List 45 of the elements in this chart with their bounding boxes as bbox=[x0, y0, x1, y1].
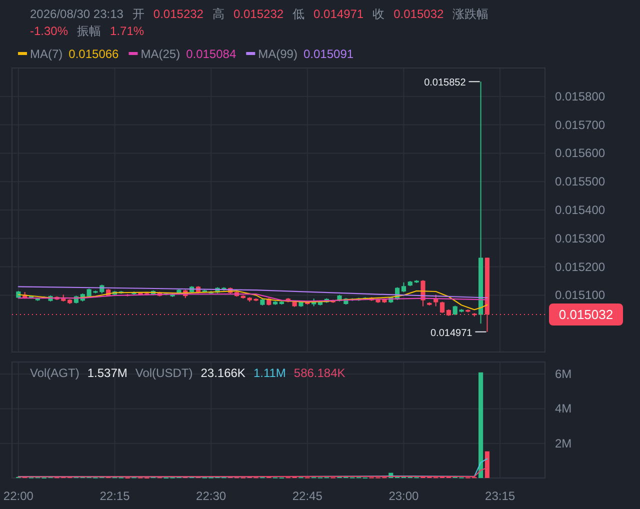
annotation: Vol(USDT) bbox=[135, 366, 193, 380]
text: 高 bbox=[212, 7, 224, 21]
y-tick-label: 0.015800 bbox=[555, 89, 606, 104]
y-tick-label: 0.015200 bbox=[555, 260, 606, 274]
ref-line-label: 0.015032 bbox=[558, 307, 614, 322]
x-tick-label: 23:00 bbox=[388, 489, 420, 503]
annotation: 586.184K bbox=[294, 366, 346, 380]
x-tick-label: 23:15 bbox=[485, 489, 516, 503]
annotation: 0.015852 bbox=[424, 78, 466, 89]
text: 0.015032 bbox=[394, 7, 444, 21]
text: 振幅 bbox=[77, 24, 102, 38]
y-tick-label: 0.015600 bbox=[555, 146, 606, 160]
text: 开 bbox=[132, 7, 144, 21]
text: 涨跌幅 bbox=[452, 7, 489, 21]
text: 0.014971 bbox=[314, 7, 364, 21]
annotation: 1.537M bbox=[87, 366, 128, 380]
text: -1.30% bbox=[30, 24, 68, 38]
annotation: 1.11M bbox=[253, 366, 286, 380]
text: 2026/08/30 23:13 bbox=[30, 7, 124, 21]
annotation: 0.014971 bbox=[430, 328, 473, 339]
text: 0.015084 bbox=[186, 47, 236, 61]
text: 收 bbox=[372, 7, 385, 21]
x-tick-label: 22:15 bbox=[100, 489, 130, 503]
x-tick-label: 22:45 bbox=[292, 489, 323, 503]
y-tick-label: 2M bbox=[555, 436, 572, 450]
legend-label: MA(99) bbox=[258, 47, 298, 61]
annotation: Vol(AGT) bbox=[30, 366, 80, 380]
legend-label: MA(25) bbox=[140, 47, 180, 61]
text: 0.015066 bbox=[68, 47, 120, 61]
y-tick-label: 0.015300 bbox=[555, 231, 606, 246]
text: 低 bbox=[292, 7, 305, 21]
y-tick-label: 0.015100 bbox=[555, 288, 606, 302]
text: 0.015091 bbox=[303, 47, 354, 61]
annotation: 23.166K bbox=[200, 366, 246, 380]
text: 1.71% bbox=[110, 24, 144, 38]
text: 0.015232 bbox=[153, 7, 204, 21]
y-tick-label: 0.015700 bbox=[555, 118, 606, 132]
y-tick-label: 0.015500 bbox=[555, 174, 606, 189]
legend-label: MA(7) bbox=[30, 47, 63, 61]
text: 0.015232 bbox=[233, 7, 284, 21]
x-tick-label: 22:30 bbox=[196, 489, 226, 503]
x-tick-label: 22:00 bbox=[3, 489, 34, 503]
y-tick-label: 4M bbox=[555, 402, 572, 416]
y-tick-label: 6M bbox=[555, 367, 572, 382]
y-tick-label: 0.015400 bbox=[555, 203, 606, 217]
